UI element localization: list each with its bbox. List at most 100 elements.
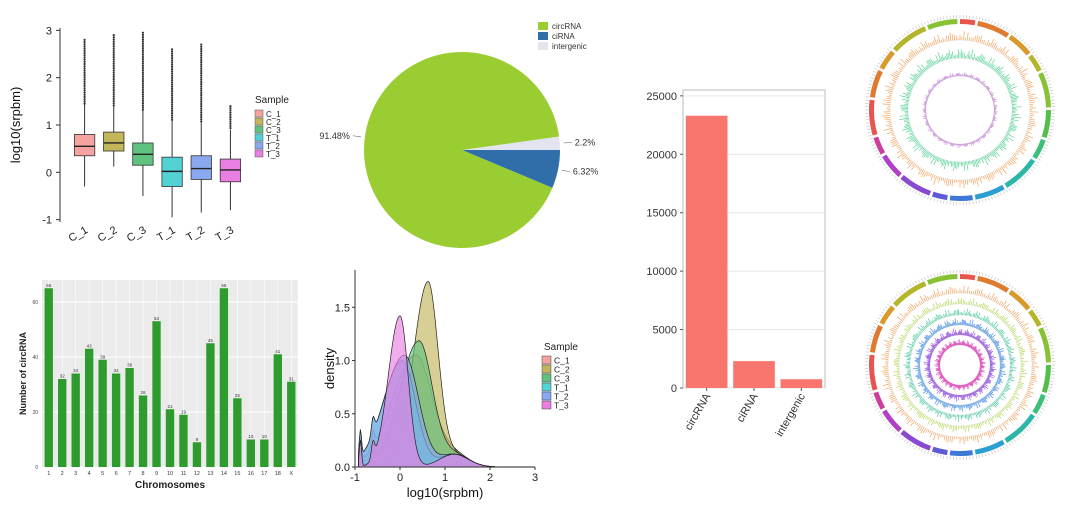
outlier-point [83,59,85,61]
outlier-point [171,57,173,59]
chromosome-segment [1028,54,1042,72]
scale-tick [982,273,983,276]
outlier-point [142,76,144,78]
scale-tick [910,284,912,287]
scale-tick [1040,318,1043,320]
outlier-point [142,60,144,62]
outlier-point [142,78,144,80]
scale-tick [976,16,977,19]
scale-tick [1003,446,1004,449]
outlier-point [113,78,115,80]
scale-tick [1040,63,1043,65]
bar-value-label: 65 [221,283,227,288]
outlier-point [113,100,115,102]
y-tick-label: 0 [35,465,38,471]
outlier-point [113,52,115,54]
outlier-point [142,102,144,104]
outlier-point [142,58,144,60]
scale-tick [870,336,873,337]
scale-tick [879,414,882,416]
scale-tick [1038,414,1041,416]
scale-tick [894,431,896,433]
scale-tick [1019,292,1021,294]
circos-plot-top [860,10,1060,210]
scale-tick [979,455,980,458]
x-tick-label: 1 [47,471,50,477]
outlier-point [200,54,202,56]
x-tick-label: 5 [101,471,104,477]
scale-tick [940,272,941,275]
outlier-point [113,60,115,62]
x-tick-label: C_1 [67,224,90,244]
scale-tick [991,276,992,279]
bar [287,382,295,467]
scale-tick [937,18,938,21]
scale-tick [885,307,887,309]
slice-leader-line [353,136,361,137]
outlier-point [229,125,231,127]
x-tick-label: 6 [115,471,118,477]
scale-tick [899,180,901,182]
scale-tick [904,184,906,186]
bar-value-label: 36 [127,363,133,368]
scale-tick [1009,284,1011,287]
scale-tick [1047,138,1050,139]
scale-tick [985,453,986,456]
outlier-point [142,67,144,69]
outlier-point [113,56,115,58]
outlier-point [83,87,85,89]
outlier-point [142,87,144,89]
scale-tick [868,132,871,133]
scale-tick [979,17,980,20]
scale-tick [902,182,904,184]
scale-tick [1022,433,1024,435]
scale-tick [944,271,945,274]
bar [85,349,93,467]
chromosome-segment [893,26,926,52]
outlier-point [113,82,115,84]
y-tick-label: 40 [32,355,38,361]
scale-tick [1014,288,1016,290]
outlier-point [142,100,144,102]
scale-tick [879,315,882,317]
x-tick-label: 9 [155,471,158,477]
legend-swatch [255,118,263,125]
outlier-point [200,101,202,103]
chromosome-segment [882,409,902,432]
y-axis-title: log10(srpbm) [8,87,23,164]
scale-tick [1034,164,1036,166]
scale-tick [1006,190,1008,193]
y-tick-label: 20000 [646,149,677,161]
outlier-point [113,38,115,40]
scale-tick [994,450,995,453]
scale-tick [1030,424,1032,426]
scale-tick [997,194,998,197]
scale-tick [1045,144,1048,145]
outlier-point [200,96,202,98]
chromosome-segment [960,19,975,25]
scale-tick [1006,28,1008,31]
outlier-point [171,101,173,103]
scale-tick [937,454,938,457]
scale-tick [1032,52,1034,54]
scale-tick [910,188,912,191]
outlier-point [229,105,231,107]
outlier-point [142,80,144,82]
outlier-point [113,45,115,47]
x-tick-label: 3 [74,471,77,477]
scale-tick [1009,188,1011,191]
scale-tick [944,201,945,204]
scale-tick [937,273,938,276]
outlier-point [200,98,202,100]
scale-tick [997,449,998,452]
legend-swatch [538,32,548,40]
scale-tick [873,147,876,148]
scale-tick [1045,74,1048,75]
bar [45,288,53,467]
x-tick-label: 12 [194,471,200,477]
outlier-point [200,65,202,67]
x-axis-title: log10(srpbm) [407,485,484,500]
scale-tick [872,74,875,75]
scale-tick [899,292,901,294]
